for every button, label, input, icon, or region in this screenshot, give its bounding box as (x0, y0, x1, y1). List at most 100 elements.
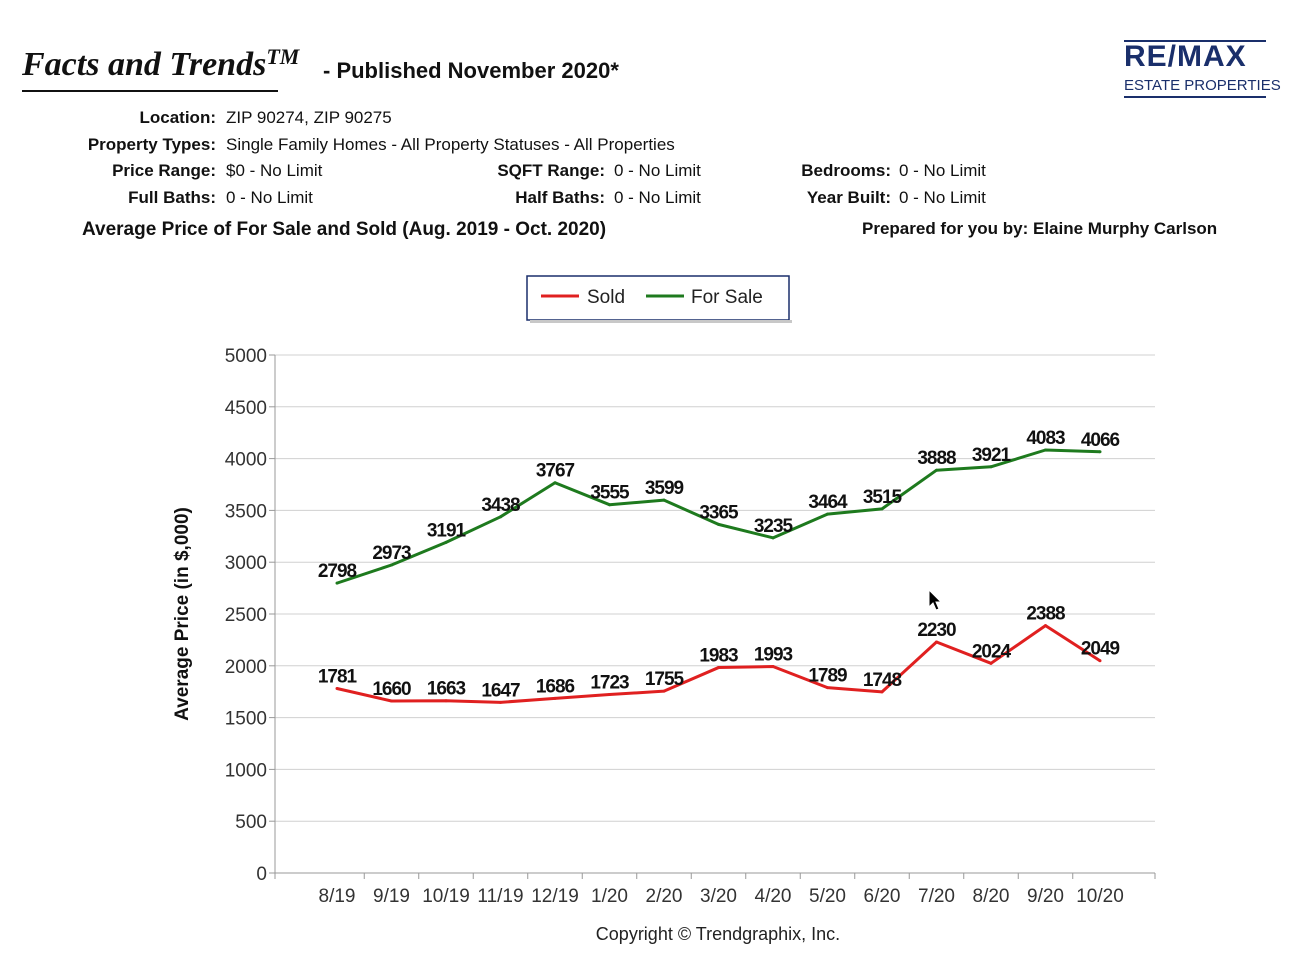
full-baths-label: Full Baths: (128, 188, 216, 207)
logo-tagline: ESTATE PROPERTIES (1124, 77, 1281, 94)
bedrooms-value: 0 - No Limit (899, 161, 986, 180)
for-sale-point (771, 536, 775, 540)
sqft-range-value: 0 - No Limit (614, 161, 701, 180)
sold-data-label: 2024 (972, 641, 1012, 662)
for-sale-point (935, 468, 938, 472)
for-sale-point (390, 563, 393, 567)
for-sale-point (553, 481, 557, 485)
for-sale-data-label: 3365 (699, 502, 739, 523)
for-sale-point (499, 515, 502, 519)
sold-data-label: 1686 (536, 676, 575, 697)
year-built-value: 0 - No Limit (899, 188, 986, 207)
x-tick-label: 8/19 (319, 886, 356, 907)
for-sale-point (444, 540, 448, 544)
for-sale-data-label: 3921 (972, 445, 1012, 466)
for-sale-data-label: 4066 (1081, 430, 1120, 451)
sold-point (989, 661, 993, 665)
x-tick-label: 10/19 (422, 886, 470, 907)
for-sale-point (1098, 450, 1102, 454)
for-sale-data-label: 3515 (863, 487, 903, 508)
for-sale-data-label: 2973 (372, 543, 411, 564)
x-tick-label: 2/20 (646, 886, 683, 907)
for-sale-data-label: 3464 (808, 492, 848, 513)
y-tick-label: 2500 (225, 605, 267, 626)
mouse-cursor-icon (928, 589, 943, 611)
y-tick-label: 3500 (225, 501, 267, 522)
chart-grid: 0 500 1000 1500 2000 2500 3000 3500 4000 4500 5000… (225, 346, 1156, 907)
sold-point (826, 686, 829, 690)
sold-data-label: 2049 (1081, 639, 1120, 660)
price-range-value: $0 - No Limit (226, 161, 323, 180)
y-tick-label: 4000 (225, 450, 267, 471)
sold-data-label: 1748 (863, 670, 902, 691)
bedrooms-label: Bedrooms: (801, 161, 891, 180)
half-baths-label: Half Baths: (515, 188, 605, 207)
copyright-text: Copyright © Trendgraphix, Inc. (596, 924, 840, 944)
x-tick-label: 11/19 (477, 886, 523, 907)
sold-point (935, 640, 938, 644)
for-sale-point (717, 522, 720, 526)
x-tick-label: 12/19 (531, 886, 579, 907)
for-sale-data-label: 3555 (590, 483, 630, 504)
x-tick-label: 9/19 (373, 886, 410, 907)
sold-data-label: 1663 (427, 679, 466, 700)
legend-box (526, 275, 790, 321)
sold-data-label: 1789 (808, 666, 847, 687)
for-sale-data-label: 3767 (536, 461, 575, 482)
x-tick-label: 9/20 (1027, 886, 1064, 907)
prepared-by: Prepared for you by: Elaine Murphy Carls… (862, 219, 1218, 238)
x-tick-label: 6/20 (864, 886, 901, 907)
sold-point (717, 666, 720, 670)
page-subtitle: - Published November 2020* (323, 58, 619, 83)
x-tick-label: 5/20 (809, 886, 846, 907)
for-sale-point (335, 581, 339, 585)
sold-point (1044, 624, 1047, 628)
sold-data-label: 2388 (1026, 604, 1065, 625)
y-tick-label: 3000 (225, 553, 267, 574)
sold-point (608, 692, 611, 696)
chart-series (335, 448, 1102, 704)
chart-legend: Sold For Sale (526, 275, 792, 323)
sold-point (880, 690, 884, 694)
y-axis-label: Average Price (in $,000) (172, 507, 193, 721)
title-text: Facts and Trends (22, 46, 267, 83)
sold-data-label: 2230 (917, 620, 956, 641)
x-tick-label: 10/20 (1076, 886, 1124, 907)
for-sale-point (826, 512, 829, 516)
sold-data-label: 1781 (318, 666, 358, 687)
x-tick-label: 4/20 (755, 886, 792, 907)
for-sale-point (989, 465, 993, 469)
y-tick-label: 500 (235, 812, 267, 833)
for-sale-data-label: 3438 (481, 495, 520, 516)
sold-point (444, 699, 448, 703)
y-tick-label: 4500 (225, 398, 267, 419)
sold-point (662, 689, 666, 693)
title-underline (22, 90, 278, 92)
y-tick-label: 5000 (225, 346, 267, 367)
sold-data-label: 1755 (645, 669, 685, 690)
y-tick-label: 0 (256, 864, 267, 885)
remax-logo: RE/MAX (1124, 40, 1247, 73)
for-sale-point (880, 507, 884, 511)
legend-sold-label: Sold (587, 287, 625, 308)
for-sale-data-label: 3235 (754, 516, 794, 537)
sold-point (499, 700, 502, 704)
x-tick-label: 8/20 (973, 886, 1010, 907)
half-baths-value: 0 - No Limit (614, 188, 701, 207)
sold-data-label: 1993 (754, 645, 793, 666)
sold-point (553, 696, 557, 700)
logo-rule-top (1124, 40, 1266, 42)
sold-point (390, 699, 393, 703)
legend-shadow (530, 320, 792, 323)
for-sale-data-label: 3191 (427, 520, 467, 541)
chart-data-labels: 1781 1660 1663 1647 1686 1723 1755 1983 1993 1789… (318, 428, 1121, 701)
x-tick-label: 1/20 (591, 886, 628, 907)
x-tick-label: 7/20 (918, 886, 955, 907)
property-types-label: Property Types: (87, 135, 216, 154)
y-tick-label: 2000 (225, 657, 267, 678)
y-tick-label: 1500 (225, 709, 267, 730)
sqft-range-label: SQFT Range: (497, 161, 605, 180)
x-tick-label: 3/20 (700, 886, 737, 907)
full-baths-value: 0 - No Limit (226, 188, 313, 207)
